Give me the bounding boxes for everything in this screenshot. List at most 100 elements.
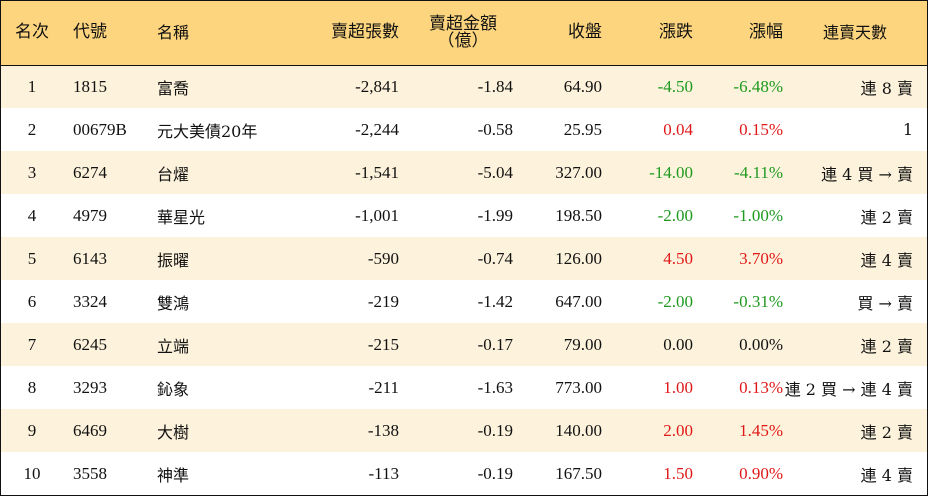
cell-streak: 連 2 賣 — [860, 207, 913, 227]
cell-change: 0.04 — [663, 119, 693, 139]
cell-name: 雙鴻 — [157, 293, 190, 313]
cell-rank: 2 — [27, 119, 37, 139]
cell-sell-amount: -0.19 — [477, 420, 513, 440]
cell-change: -2.00 — [657, 291, 693, 311]
cell-close: 327.00 — [555, 162, 602, 182]
cell-name: 神準 — [157, 465, 190, 485]
cell-sell-volume: -1,541 — [355, 162, 399, 182]
cell-streak: 1 — [902, 120, 913, 139]
cell-sell-volume: -211 — [368, 377, 399, 397]
cell-change-pct: -4.11% — [734, 162, 783, 182]
cell-change: 2.00 — [663, 420, 693, 440]
table-row: 3 6274 台燿 -1,541 -5.04 327.00 -14.00 -4.… — [1, 151, 927, 194]
header-sell-amount-line1: 賣超金額 — [429, 13, 497, 34]
cell-sell-volume: -138 — [367, 420, 399, 440]
cell-sell-volume: -1,001 — [355, 205, 399, 225]
cell-sell-amount: -1.99 — [477, 205, 513, 225]
cell-sell-amount: -0.19 — [477, 463, 513, 483]
cell-close: 647.00 — [555, 291, 602, 311]
table-row: 1 1815 富喬 -2,841 -1.84 64.90 -4.50 -6.48… — [1, 65, 927, 108]
cell-change: 0.00 — [663, 334, 693, 354]
header-name: 名稱 — [147, 1, 299, 66]
cell-sell-volume: -2,244 — [355, 119, 399, 139]
cell-rank: 8 — [27, 377, 37, 397]
cell-rank: 4 — [27, 205, 37, 225]
table-body: 1 1815 富喬 -2,841 -1.84 64.90 -4.50 -6.48… — [1, 65, 927, 495]
cell-code: 6143 — [73, 248, 107, 268]
cell-sell-amount: -0.74 — [477, 248, 513, 268]
cell-change-pct: 3.70% — [739, 248, 783, 268]
cell-streak: 連 2 買 → 連 4 賣 — [784, 379, 913, 399]
cell-rank: 10 — [23, 463, 41, 483]
table-row: 4 4979 華星光 -1,001 -1.99 198.50 -2.00 -1.… — [1, 194, 927, 237]
header-sell-volume: 賣超張數 — [299, 1, 399, 66]
cell-change: -14.00 — [649, 162, 693, 182]
cell-code: 3293 — [73, 377, 107, 397]
cell-name: 立端 — [157, 336, 190, 356]
cell-change-pct: 0.13% — [739, 377, 783, 397]
cell-code: 6469 — [73, 420, 107, 440]
cell-code: 1815 — [73, 76, 107, 96]
cell-streak: 連 4 買 → 賣 — [821, 164, 913, 184]
cell-sell-volume: -590 — [367, 248, 399, 268]
header-streak: 連賣天數 — [783, 1, 927, 66]
table-row: 8 3293 鈊象 -211 -1.63 773.00 1.00 0.13% 連… — [1, 366, 927, 409]
cell-rank: 1 — [27, 76, 37, 96]
cell-rank: 6 — [27, 291, 37, 311]
cell-sell-amount: -1.63 — [477, 377, 513, 397]
cell-name: 元大美債20年 — [157, 121, 258, 141]
cell-change-pct: 0.90% — [739, 463, 783, 483]
cell-rank: 9 — [27, 420, 37, 440]
cell-change-pct: 0.00% — [739, 334, 783, 354]
cell-sell-amount: -0.17 — [477, 334, 513, 354]
cell-change: 1.00 — [663, 377, 693, 397]
table-row: 5 6143 振曜 -590 -0.74 126.00 4.50 3.70% 連… — [1, 237, 927, 280]
cell-code: 3324 — [73, 291, 107, 311]
header-code: 代號 — [63, 1, 147, 66]
header-row: 名次 代號 名稱 賣超張數 賣超金額 （億） 收盤 漲跌 漲幅 連賣天數 — [1, 1, 927, 66]
cell-streak: 連 4 賣 — [860, 250, 913, 270]
cell-change-pct: 1.45% — [739, 420, 783, 440]
cell-streak: 連 4 賣 — [860, 465, 913, 485]
cell-rank: 7 — [27, 334, 37, 354]
table-row: 9 6469 大樹 -138 -0.19 140.00 2.00 1.45% 連… — [1, 409, 927, 452]
cell-sell-amount: -5.04 — [477, 162, 513, 182]
cell-change-pct: -1.00% — [733, 205, 783, 225]
cell-change: -2.00 — [657, 205, 693, 225]
cell-sell-amount: -1.42 — [477, 291, 513, 311]
cell-code: 6274 — [73, 162, 107, 182]
cell-name: 鈊象 — [157, 379, 190, 399]
cell-streak: 連 8 賣 — [860, 78, 913, 98]
cell-name: 華星光 — [157, 207, 206, 227]
cell-code: 00679B — [73, 119, 127, 139]
cell-change-pct: -6.48% — [733, 76, 783, 96]
cell-code: 3558 — [73, 463, 107, 483]
cell-sell-volume: -2,841 — [355, 76, 399, 96]
cell-streak: 連 2 賣 — [860, 336, 913, 356]
cell-name: 富喬 — [157, 78, 190, 98]
header-sell-amount: 賣超金額 （億） — [399, 1, 513, 66]
cell-sell-volume: -215 — [367, 334, 399, 354]
cell-sell-amount: -0.58 — [477, 119, 513, 139]
cell-rank: 5 — [27, 248, 37, 268]
cell-streak: 連 2 賣 — [860, 422, 913, 442]
table-row: 7 6245 立端 -215 -0.17 79.00 0.00 0.00% 連 … — [1, 323, 927, 366]
cell-sell-volume: -219 — [367, 291, 399, 311]
header-rank: 名次 — [1, 1, 63, 66]
cell-close: 79.00 — [563, 334, 602, 354]
cell-close: 126.00 — [555, 248, 602, 268]
cell-sell-volume: -113 — [368, 463, 399, 483]
cell-change-pct: 0.15% — [739, 119, 783, 139]
cell-code: 4979 — [73, 205, 107, 225]
header-change: 漲跌 — [602, 1, 693, 66]
cell-close: 64.90 — [563, 76, 602, 96]
cell-change-pct: -0.31% — [733, 291, 783, 311]
cell-rank: 3 — [27, 162, 37, 182]
cell-close: 773.00 — [555, 377, 602, 397]
cell-close: 198.50 — [555, 205, 602, 225]
header-close: 收盤 — [513, 1, 602, 66]
cell-name: 台燿 — [157, 164, 190, 184]
table-row: 6 3324 雙鴻 -219 -1.42 647.00 -2.00 -0.31%… — [1, 280, 927, 323]
cell-change: 1.50 — [663, 463, 693, 483]
